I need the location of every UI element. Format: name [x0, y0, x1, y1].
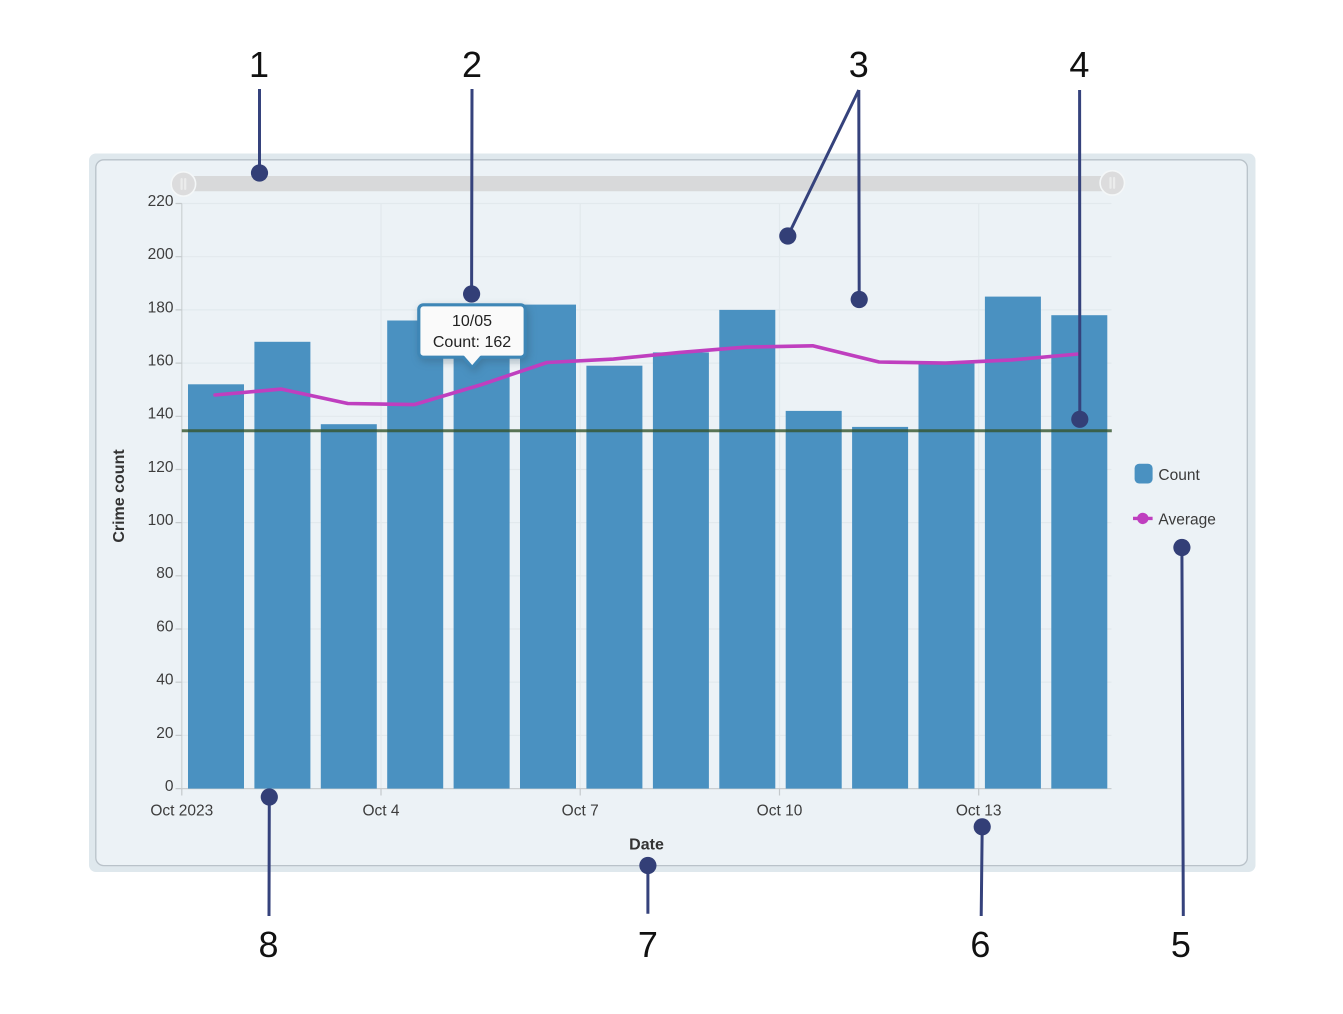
svg-text:2: 2: [462, 44, 482, 85]
svg-text:140: 140: [148, 406, 174, 423]
svg-text:80: 80: [156, 565, 174, 582]
svg-text:Oct 13: Oct 13: [956, 803, 1002, 820]
svg-text:6: 6: [970, 924, 990, 965]
svg-text:4: 4: [1069, 44, 1089, 85]
svg-text:3: 3: [849, 44, 869, 85]
svg-text:5: 5: [1171, 924, 1191, 965]
svg-text:120: 120: [148, 459, 174, 476]
svg-text:0: 0: [165, 778, 174, 795]
svg-text:7: 7: [638, 924, 658, 965]
svg-text:10/05: 10/05: [452, 313, 492, 330]
svg-text:Count: 162: Count: 162: [433, 334, 511, 351]
svg-text:8: 8: [258, 924, 278, 965]
svg-text:100: 100: [148, 512, 174, 529]
svg-text:Date: Date: [629, 837, 664, 854]
svg-text:40: 40: [156, 672, 174, 689]
svg-text:Count: Count: [1158, 467, 1200, 484]
svg-text:20: 20: [156, 725, 174, 742]
svg-text:Oct 10: Oct 10: [757, 803, 803, 820]
svg-text:Oct 4: Oct 4: [362, 803, 399, 820]
svg-text:160: 160: [148, 353, 174, 370]
svg-text:180: 180: [148, 299, 174, 316]
svg-text:220: 220: [148, 193, 174, 210]
svg-text:Average: Average: [1158, 512, 1215, 529]
svg-text:60: 60: [156, 618, 174, 635]
svg-text:Oct 2023: Oct 2023: [150, 803, 213, 820]
svg-text:Crime count: Crime count: [111, 449, 128, 543]
svg-text:1: 1: [249, 44, 269, 85]
svg-text:200: 200: [148, 246, 174, 263]
svg-text:Oct 7: Oct 7: [562, 803, 599, 820]
